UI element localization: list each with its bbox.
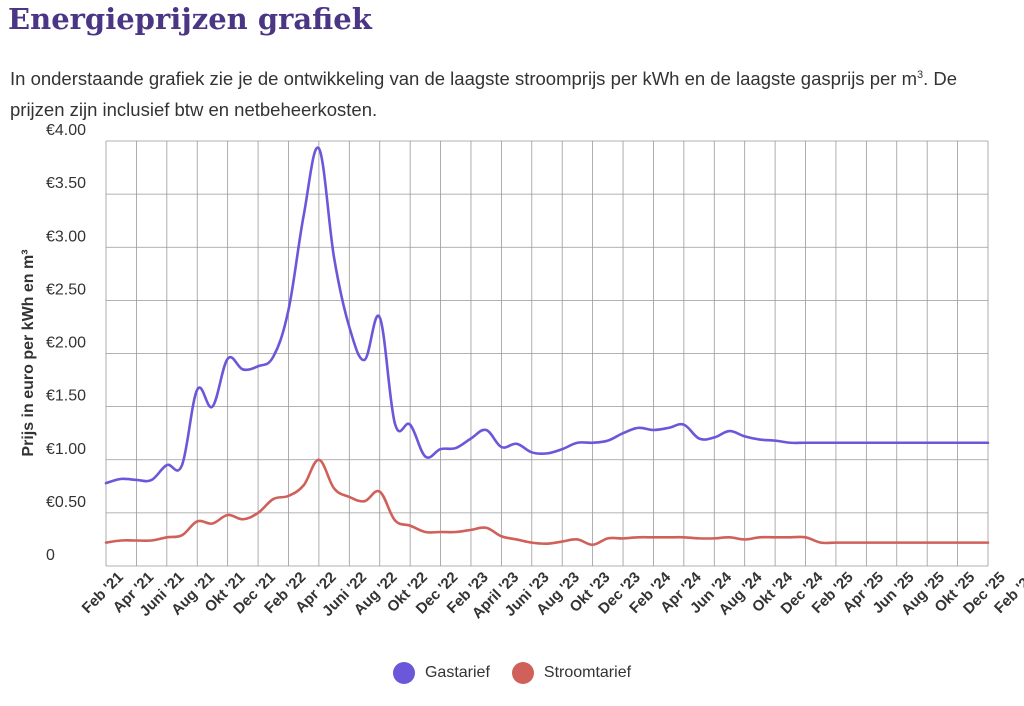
y-tick-label: €0.50 <box>46 494 86 511</box>
chart-grid <box>105 140 989 567</box>
intro-text: In onderstaande grafiek zie je de ontwik… <box>10 68 917 90</box>
y-tick-label: €1.00 <box>46 441 86 458</box>
chart-series <box>104 146 990 547</box>
y-axis: €4.00 €3.50 €3.00 €2.50 €2.00 €1.50 €1.00 €0.50… <box>46 122 86 564</box>
y-tick-label: €3.50 <box>46 175 86 192</box>
legend-label-stroom: Stroomtarief <box>543 664 632 681</box>
y-axis-label: Prijs in euro per kWh en m³ <box>20 249 37 456</box>
stroomtarief-line[interactable] <box>104 458 990 547</box>
legend-swatch-gas <box>392 662 415 684</box>
chart-description: In onderstaande grafiek zie je de ontwik… <box>10 60 1015 125</box>
y-tick-label: €2.50 <box>46 281 86 298</box>
y-tick-label: 0 <box>46 547 55 564</box>
legend-swatch-stroom <box>511 662 534 684</box>
legend-item-gas[interactable]: Gastarief <box>392 662 490 684</box>
intro-superscript: 3 <box>917 69 924 81</box>
intro-text-end: . De prijzen zijn inclusief btw en netbe… <box>10 68 958 121</box>
y-tick-label: €4.00 <box>46 122 86 139</box>
gastarief-line[interactable] <box>104 146 990 485</box>
chart-legend: Gastarief Stroomtarief <box>0 662 1024 684</box>
y-tick-label: €1.50 <box>46 388 86 405</box>
legend-item-stroom[interactable]: Stroomtarief <box>511 662 632 684</box>
price-chart: €4.00 €3.50 €3.00 €2.50 €2.00 €1.50 €1.00 €0.50… <box>20 122 1024 622</box>
page-title: Energieprijzen grafiek <box>8 2 372 36</box>
legend-label-gas: Gastarief <box>424 664 490 681</box>
y-tick-label: €3.00 <box>46 228 86 245</box>
y-tick-label: €2.00 <box>46 335 86 352</box>
